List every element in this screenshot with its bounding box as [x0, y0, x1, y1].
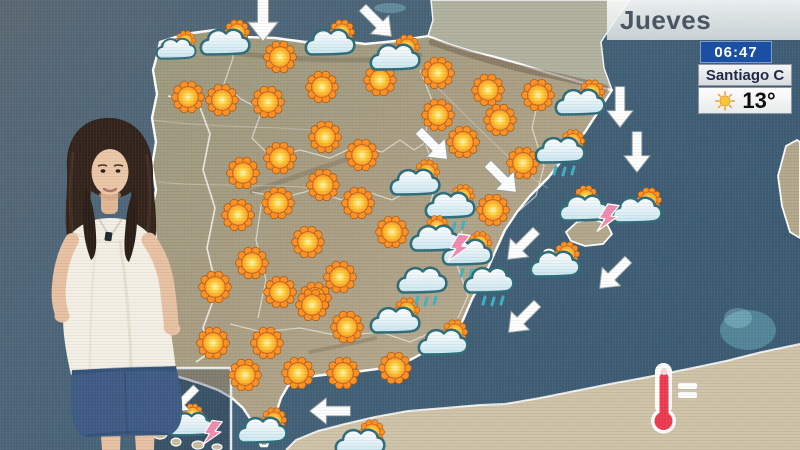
presenter-skirt: [71, 366, 183, 437]
wind-arrow-icon: [414, 126, 448, 160]
sun-icon: [421, 56, 455, 90]
sun-cloud-icon: [199, 19, 251, 56]
sun-cloud-icon: [236, 407, 288, 444]
wind-arrow-icon: [483, 159, 517, 193]
sun-icon: [421, 98, 455, 132]
sun-cloud-icon: [389, 159, 441, 196]
presenter: [51, 117, 183, 450]
wind-arrow-icon: [599, 255, 633, 289]
wind-arrow-icon: [309, 397, 351, 425]
sun-icon: [506, 146, 540, 180]
wind-arrow-icon: [358, 3, 392, 37]
sun-icon: [378, 351, 412, 385]
sun-icon: [306, 168, 340, 202]
sun-cloud-icon: [554, 79, 606, 116]
clock: 06:47: [700, 41, 772, 63]
sun-icon: [715, 90, 736, 111]
sun-icon: [295, 288, 329, 322]
sun-icon: [446, 125, 480, 159]
presenter-right-arm: [51, 233, 79, 318]
sun-icon: [326, 356, 360, 390]
sun-icon: [250, 326, 284, 360]
presenter-right-hand: [54, 309, 70, 323]
sun-icon: [263, 40, 297, 74]
sun-icon: [521, 78, 555, 112]
sun-cloud-rain-icon: [441, 231, 493, 279]
sun-icon: [471, 73, 505, 107]
sun-icon: [261, 186, 295, 220]
sun-icon: [263, 275, 297, 309]
sun-icon: [308, 120, 342, 154]
temperature-value: 13°: [742, 87, 776, 113]
sun-cloud-icon: [417, 319, 469, 356]
sun-icon: [291, 225, 325, 259]
microphone: [104, 231, 113, 242]
wind-arrow-icon: [508, 299, 542, 333]
sun-cloud-icon: [529, 241, 581, 278]
rain-cloud-icon: [396, 266, 448, 307]
sun-cloud-rain-icon: [424, 184, 476, 232]
sun-icon: [330, 310, 364, 344]
storm-icon: [558, 185, 620, 232]
presenter-left-arm: [141, 232, 179, 330]
wind-arrow-icon: [247, 0, 279, 43]
sun-icon: [305, 70, 339, 104]
sun-cloud-icon: [369, 297, 421, 334]
rain-cloud-icon: [463, 266, 515, 307]
day-label: Jueves: [620, 4, 712, 35]
africa-coastline: [285, 343, 800, 450]
sardinia-island: [777, 138, 800, 240]
wind-arrow-icon: [606, 86, 634, 128]
temperature-box: 13°: [698, 87, 792, 114]
wind-arrow-icon: [623, 131, 651, 173]
clock-time: 06:47: [714, 43, 758, 61]
presenter-face: [91, 149, 129, 195]
presenter-left-hand: [163, 320, 181, 336]
day-label-bar: Jueves: [607, 0, 800, 40]
sun-icon: [476, 193, 510, 227]
sun-cloud-icon: [304, 19, 356, 56]
sun-icon: [323, 260, 357, 294]
sun-cloud-icon: [611, 187, 663, 224]
sun-icon: [375, 215, 409, 249]
sun-icon: [298, 281, 332, 315]
sun-cloud-icon: [334, 419, 386, 450]
thermometer-icon: [651, 363, 697, 434]
sun-cloud-rain-icon: [534, 129, 586, 177]
storm-icon: [409, 215, 471, 262]
sun-icon: [263, 141, 297, 175]
sun-icon: [281, 356, 315, 390]
sun-cloud-icon: [155, 30, 197, 60]
wind-arrow-icon: [507, 226, 541, 260]
sun-icon: [483, 103, 517, 137]
sun-icon: [363, 63, 397, 97]
location-label: Santiago C: [705, 66, 785, 84]
location-box: Santiago C: [698, 64, 792, 86]
sun-icon: [341, 186, 375, 220]
sun-cloud-icon: [369, 34, 421, 71]
sun-icon: [251, 85, 285, 119]
sun-icon: [345, 138, 379, 172]
